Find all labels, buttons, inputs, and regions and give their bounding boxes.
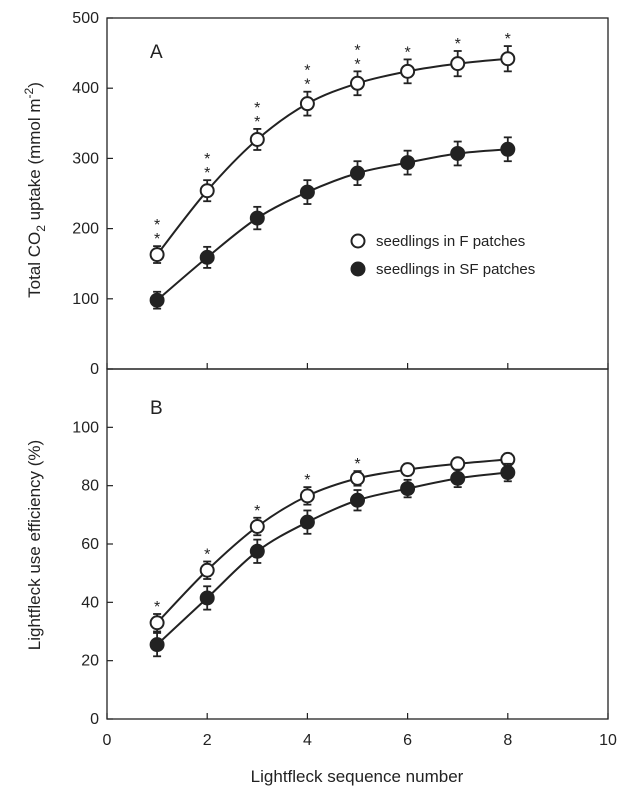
data-point-a-open — [299, 96, 315, 112]
data-point-a-filled — [350, 165, 365, 181]
data-point-b-open — [350, 470, 365, 486]
significance-star-b: * — [204, 547, 210, 564]
significance-star-a: * — [505, 31, 511, 48]
data-point-b-open — [299, 488, 315, 504]
data-point-b-open — [400, 462, 416, 478]
data-point-a-open — [500, 51, 516, 67]
y-axis-title-b: Lightfleck use efficiency (%) — [25, 440, 44, 650]
y-axis-title-a-sup: -2 — [22, 87, 36, 98]
legend-label-filled: seedlings in SF patches — [376, 261, 535, 278]
legend-marker-open — [350, 233, 366, 249]
significance-star-b: * — [254, 503, 260, 520]
legend-marker-filled — [350, 261, 366, 277]
significance-star-a: * — [455, 36, 461, 53]
significance-star-b: * — [154, 599, 160, 616]
y-tick-label-a: 200 — [72, 221, 99, 238]
data-point-b-filled — [450, 470, 466, 486]
y-tick-label-b: 0 — [90, 711, 99, 728]
panel-label-a: A — [150, 42, 163, 63]
data-point-b-open — [199, 562, 215, 578]
data-point-a-open — [450, 56, 466, 72]
y-tick-label-b: 80 — [81, 478, 99, 495]
significance-star-a: * — [354, 42, 360, 59]
significance-star-a: * — [304, 63, 310, 80]
panel-label-b: B — [150, 398, 163, 419]
plot-frame-b — [106, 368, 609, 720]
data-point-b-filled — [400, 481, 416, 497]
significance-star-a: * — [254, 114, 260, 131]
x-axis-title: Lightfleck sequence number — [251, 767, 464, 786]
y-tick-label-b: 20 — [81, 653, 99, 670]
significance-star-a: * — [304, 77, 310, 94]
data-point-b-filled — [199, 590, 215, 606]
y-tick-label-b: 60 — [81, 536, 99, 553]
y-tick-label-b: 100 — [72, 419, 99, 436]
y-tick-label-a: 500 — [72, 10, 99, 27]
significance-star-b: * — [304, 472, 310, 489]
y-axis-title-a-tail: uptake (mmol m — [25, 98, 44, 225]
significance-star-a: * — [354, 56, 360, 73]
data-point-a-open — [350, 75, 365, 91]
data-point-b-filled — [350, 492, 365, 508]
y-axis-title-a-sub: 2 — [34, 225, 48, 232]
y-tick-label-a: 0 — [90, 361, 99, 378]
significance-star-a: * — [204, 165, 210, 182]
y-tick-label-b: 40 — [81, 594, 99, 611]
data-point-b-filled — [299, 514, 315, 530]
y-tick-label-a: 400 — [72, 80, 99, 97]
data-point-a-open — [149, 247, 165, 263]
y-axis-title-a-close: ) — [25, 82, 44, 88]
x-tick-label: 6 — [403, 732, 412, 749]
significance-star-a: * — [404, 44, 410, 61]
data-point-a-filled — [500, 141, 516, 157]
significance-star-a: * — [154, 217, 160, 234]
data-point-b-filled — [149, 637, 165, 653]
y-tick-label-a: 100 — [72, 291, 99, 308]
x-tick-label: 8 — [503, 732, 512, 749]
data-point-a-filled — [249, 210, 265, 226]
legend: seedlings in F patches seedlings in SF p… — [350, 233, 535, 278]
significance-star-a: * — [254, 100, 260, 117]
data-point-a-filled — [299, 184, 315, 200]
y-axis-title-a-main: Total CO — [25, 232, 44, 298]
data-point-b-filled — [249, 543, 265, 559]
data-point-b-open — [450, 456, 466, 472]
x-tick-label: 2 — [203, 732, 212, 749]
data-point-a-filled — [149, 292, 165, 308]
data-point-a-filled — [400, 155, 416, 171]
data-point-a-open — [249, 131, 265, 147]
y-tick-label-a: 300 — [72, 150, 99, 167]
legend-label-open: seedlings in F patches — [376, 233, 525, 250]
data-point-a-filled — [450, 145, 466, 161]
data-point-a-open — [400, 63, 416, 79]
y-axis-title-a: Total CO2 uptake (mmol m-2) — [22, 82, 48, 298]
data-point-a-open — [199, 183, 215, 199]
significance-star-b: * — [354, 456, 360, 473]
data-point-b-open — [249, 519, 265, 534]
x-tick-label: 10 — [599, 732, 617, 749]
significance-star-a: * — [204, 151, 210, 168]
data-point-a-filled — [199, 249, 215, 265]
x-tick-label: 0 — [103, 732, 112, 749]
x-tick-label: 4 — [303, 732, 312, 749]
data-point-b-filled — [500, 465, 516, 481]
data-point-b-open — [149, 615, 165, 631]
significance-star-a: * — [154, 231, 160, 248]
